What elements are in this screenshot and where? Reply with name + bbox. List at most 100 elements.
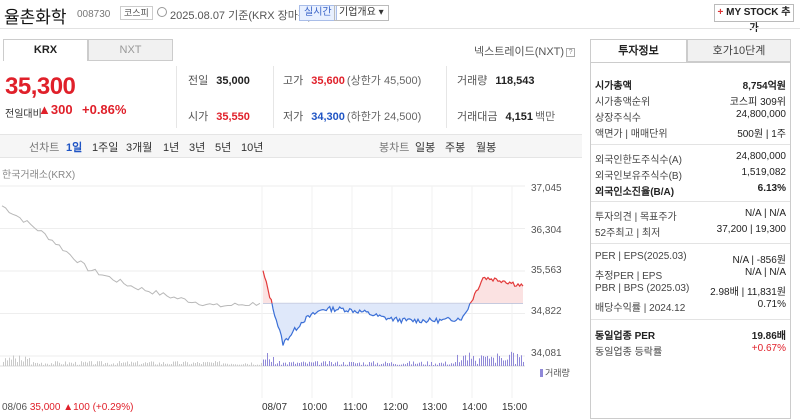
volume-bar xyxy=(331,362,332,366)
volume-bar xyxy=(221,364,222,366)
volume-bar xyxy=(475,360,476,366)
footer-price: 35,000 xyxy=(29,402,61,413)
volume-bar xyxy=(387,363,388,366)
volume-bar xyxy=(101,361,102,366)
volume-bar xyxy=(53,364,54,366)
period-selector: 선차트 1일 1주일 3개월 1년 3년 5년 10년 봉차트 일봉 주봉 월봉 xyxy=(0,134,582,158)
period-daily[interactable]: 일봉 xyxy=(415,142,436,154)
volume-bar xyxy=(143,363,144,366)
volume-bar xyxy=(257,364,258,366)
info-value: 1,519,082 xyxy=(741,167,787,178)
volume-bar xyxy=(265,359,266,366)
volume-bar xyxy=(369,362,370,366)
volume-bar xyxy=(471,358,472,366)
add-mystock-button[interactable]: + MY STOCK 추가 xyxy=(714,4,794,34)
volume-bar xyxy=(441,362,442,366)
volume-bar xyxy=(161,364,162,366)
volume-bar xyxy=(511,351,512,366)
info-value: 6.13% xyxy=(757,183,786,194)
volume-bar xyxy=(523,361,524,366)
volume-bar xyxy=(495,362,496,366)
volume-bar xyxy=(73,363,74,366)
volume-bar xyxy=(49,364,50,366)
tab-krx[interactable]: KRX xyxy=(3,39,88,61)
stat-unit: 백만 xyxy=(535,111,556,123)
y-tick: 37,045 xyxy=(531,183,562,194)
tab-order-book[interactable]: 호가10단계 xyxy=(687,39,791,62)
volume-bar xyxy=(275,364,276,366)
price-chart[interactable] xyxy=(0,176,530,398)
volume-bar xyxy=(285,362,286,366)
tab-nxt[interactable]: NXT xyxy=(88,39,173,61)
volume-bar xyxy=(293,361,294,366)
volume-bar xyxy=(211,362,212,366)
volume-bar xyxy=(5,358,6,366)
y-tick: 34,822 xyxy=(531,306,562,317)
today-line-up xyxy=(262,270,524,304)
period-1d[interactable]: 1일 xyxy=(66,142,83,154)
volume-bar xyxy=(459,362,460,366)
period-1w[interactable]: 1주일 xyxy=(92,142,119,154)
volume-bar xyxy=(473,355,474,366)
volume-bar xyxy=(41,362,42,366)
period-weekly[interactable]: 주봉 xyxy=(445,142,466,154)
volume-bar xyxy=(269,359,270,366)
next-trade-link[interactable]: 넥스트레이드(NXT)? xyxy=(474,43,576,59)
period-3y[interactable]: 3년 xyxy=(189,142,206,154)
period-monthly[interactable]: 월봉 xyxy=(476,142,497,154)
volume-bar xyxy=(509,354,510,366)
volume-bar xyxy=(47,363,48,366)
info-label: 상장주식수 xyxy=(595,113,641,124)
company-overview-button[interactable]: 기업개요 ▾ xyxy=(334,5,389,21)
divider xyxy=(591,243,790,244)
volume-bar xyxy=(447,364,448,366)
period-1y[interactable]: 1년 xyxy=(163,142,180,154)
volume-bar xyxy=(59,362,60,366)
info-value: +0.67% xyxy=(751,343,786,354)
volume-bar xyxy=(417,363,418,366)
volume-bar xyxy=(295,363,296,366)
volume-bar xyxy=(271,361,272,366)
period-10y[interactable]: 10년 xyxy=(241,142,264,154)
volume-bar xyxy=(55,361,56,366)
volume-bar xyxy=(33,362,34,366)
realtime-button[interactable]: 실시간 xyxy=(299,5,337,21)
volume-bar xyxy=(173,361,174,366)
current-price: 35,300 xyxy=(5,73,76,100)
info-label: PBR | BPS (2025.03) xyxy=(595,283,690,294)
add-mystock-label: MY STOCK 추가 xyxy=(726,7,791,34)
volume-bar xyxy=(95,364,96,366)
volume-bar xyxy=(227,363,228,366)
volume-bar xyxy=(81,361,82,366)
volume-bar xyxy=(297,362,298,366)
period-3m[interactable]: 3개월 xyxy=(126,142,153,154)
period-5y[interactable]: 5년 xyxy=(215,142,232,154)
stat-value: 35,550 xyxy=(216,111,250,123)
volume-bar xyxy=(151,361,152,366)
info-row: 투자의견 | 목표주가 N/A | N/A xyxy=(595,208,786,223)
volume-bar xyxy=(453,363,454,366)
volume-bar xyxy=(365,364,366,366)
volume-bar xyxy=(455,362,456,366)
volume-bar xyxy=(487,355,488,366)
volume-bar xyxy=(415,363,416,366)
volume-bar xyxy=(329,361,330,366)
volume-bar xyxy=(435,363,436,366)
volume-bar xyxy=(99,361,100,366)
volume-bar xyxy=(153,361,154,366)
volume-bar xyxy=(289,362,290,366)
volume-bar xyxy=(493,357,494,366)
help-icon[interactable]: ? xyxy=(566,48,576,57)
info-row: 상장주식수 24,800,000 xyxy=(595,109,786,124)
volume-bar xyxy=(29,357,30,366)
volume-bar xyxy=(341,364,342,366)
info-value: 24,800,000 xyxy=(735,109,786,120)
volume-bar xyxy=(305,362,306,366)
tab-investment-info[interactable]: 투자정보 xyxy=(590,39,687,62)
volume-bar xyxy=(195,363,196,366)
stat-low: 저가 34,300 (하한가 24,500) xyxy=(283,108,421,124)
footer-change: ▲100 xyxy=(63,402,90,413)
y-tick: 36,304 xyxy=(531,225,562,236)
volume-bar xyxy=(381,364,382,366)
volume-bar xyxy=(169,364,170,366)
